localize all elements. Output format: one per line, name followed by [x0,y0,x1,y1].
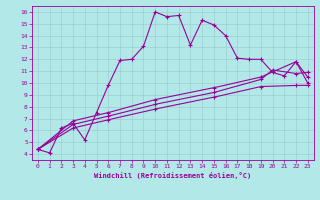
X-axis label: Windchill (Refroidissement éolien,°C): Windchill (Refroidissement éolien,°C) [94,172,252,179]
